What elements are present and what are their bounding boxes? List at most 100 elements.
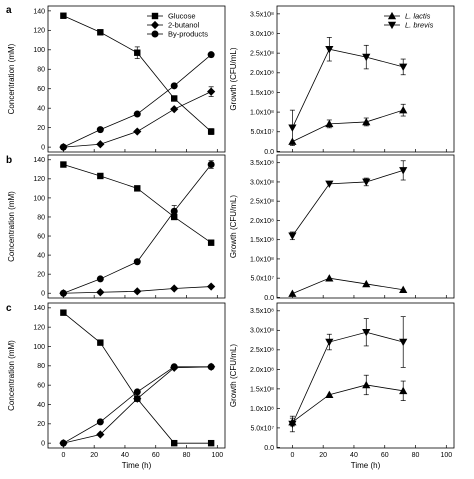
legend-marker [387,11,397,20]
data-point [399,338,408,347]
data-point [134,49,141,56]
series-line [63,312,212,444]
data-point [97,172,104,180]
y-tick-label: 5.0x10⁷ [250,129,274,136]
legend-label: By-products [168,30,208,39]
y-tick-label: 40 [37,106,45,113]
data-point [59,289,67,297]
y-tick-label: 100 [33,195,45,202]
data-point [399,106,408,114]
y-tick-label: 2.5x10⁸ [250,51,274,58]
series-triangle-down [288,37,408,146]
y-tick-label: 20 [37,125,45,132]
plot-frame [276,302,455,449]
series-line [292,331,404,425]
legend-marker [151,12,159,20]
legend-marker [151,30,159,38]
data-point [288,420,297,429]
y-axis-label: Growth (CFU/mL) [229,344,238,407]
data-point [207,128,215,135]
data-point [207,87,216,96]
panel-letter-c: c [6,303,12,314]
data-point [399,63,408,72]
y-tick-label: 1.5x10⁸ [250,90,274,97]
legend-label: 2-butanol [168,21,200,30]
y-tick-label: 2.5x10⁸ [250,347,274,354]
data-point [362,178,371,187]
series-circle [59,363,215,447]
data-point [362,328,371,337]
x-tick-label: 0 [290,452,294,459]
data-point [97,29,104,36]
y-tick-label: 5.0x10⁷ [250,276,274,283]
chart-panel-a-left: 0 20 40 60 80 100 120 140 Concentration (mM) Gluc… [7,5,226,153]
y-tick-label: 120 [33,28,45,35]
data-point [133,258,141,266]
series-triangle-up [288,374,408,427]
y-tick-label: 0.0 [264,445,274,452]
series-triangle-down [288,160,408,241]
data-point [60,161,67,168]
plot-frame [276,5,455,153]
x-axis-label: Time (h) [122,461,152,470]
data-point [96,418,104,426]
y-tick-label: 60 [37,383,45,390]
series-line [63,366,212,444]
data-point [170,284,179,293]
plot-frame [276,154,455,299]
legend-label: L. lactis [405,12,431,21]
x-tick-label: 80 [412,452,420,459]
y-tick-label: 140 [33,157,45,164]
data-point [399,386,408,395]
series-line [63,366,212,444]
data-point [207,161,215,169]
data-point [97,339,104,346]
series-line [292,48,404,129]
x-tick-label: 20 [90,452,98,459]
y-tick-label: 0.0 [264,149,274,156]
chart-panel-b-right: 0.0 5.0x10⁷ 1.0x10⁸ 1.5x10⁸ 2.0x10⁸ 2.5x10⁸ 3.… [229,154,455,302]
y-tick-label: 80 [37,67,45,74]
data-point [288,124,297,132]
series-circle [59,51,215,151]
y-tick-label: 140 [33,8,45,15]
y-axis-label: Concentration (mM) [7,43,16,114]
data-point [134,185,141,192]
series-diamond [59,86,216,152]
y-tick-label: 5.0x10⁷ [250,425,274,432]
series-line [292,109,404,142]
series-square [60,161,215,246]
data-point [96,140,105,149]
x-tick-label: 40 [350,452,358,459]
y-tick-label: 3.5x10⁸ [250,308,274,315]
data-point [362,380,371,389]
y-tick-label: 2.5x10⁸ [250,199,274,206]
series-line [63,91,212,148]
y-axis-label: Growth (CFU/mL) [229,47,238,110]
y-tick-label: 120 [33,176,45,183]
x-axis-label: Time (h) [351,461,381,470]
y-tick-label: 3.0x10⁸ [250,31,274,38]
data-point [207,363,215,371]
data-point [133,388,141,396]
data-point [207,239,215,246]
data-point [59,143,67,151]
data-point [170,105,179,114]
data-point [325,338,334,347]
series-triangle-up [288,274,408,297]
data-point [96,288,105,297]
data-point [60,309,67,316]
y-tick-label: 140 [33,305,45,312]
y-tick-label: 40 [37,402,45,409]
y-tick-label: 0 [41,441,45,448]
data-point [207,51,215,59]
y-tick-label: 0 [41,291,45,298]
y-tick-label: 0 [41,145,45,152]
y-tick-label: 1.5x10⁸ [250,386,274,393]
y-tick-label: 120 [33,325,45,332]
x-tick-label: 40 [121,452,129,459]
y-axis-label: Growth (CFU/mL) [229,195,238,258]
x-tick-label: 60 [381,452,389,459]
